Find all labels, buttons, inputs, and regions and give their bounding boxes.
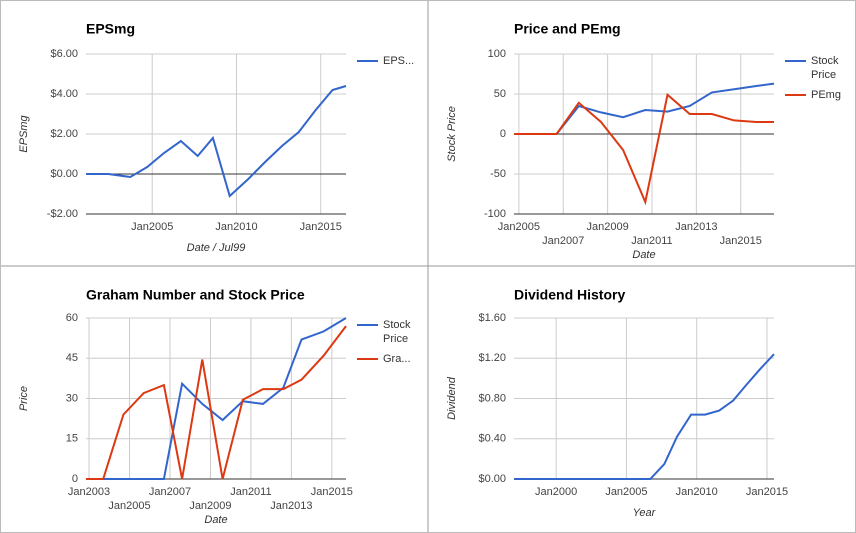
- y-tick-label: -$2.00: [47, 208, 78, 220]
- series-line: [514, 353, 775, 480]
- legend-item: Gra...: [383, 353, 411, 365]
- x-tick-label: Jan2011: [230, 486, 271, 498]
- x-tick-label: Jan2005: [108, 500, 150, 512]
- x-tick-label: Jan2007: [542, 235, 584, 247]
- y-tick-label: $0.00: [50, 168, 78, 180]
- x-tick-label: Jan2003: [68, 486, 110, 498]
- legend-label: Stock Price: [811, 55, 839, 81]
- x-tick-label: Jan2015: [311, 486, 353, 498]
- legend-label: Gra...: [383, 353, 411, 365]
- x-tick-label: Jan2005: [131, 221, 173, 233]
- y-tick-label: 15: [66, 433, 78, 445]
- y-tick-label: $1.60: [478, 312, 506, 324]
- y-axis-title: Stock Price: [446, 106, 458, 162]
- y-tick-label: -100: [484, 208, 506, 220]
- series-line: [86, 317, 347, 480]
- x-tick-label: Jan2007: [149, 486, 191, 498]
- legend-item: Stock Price: [811, 55, 839, 81]
- y-axis-title: Dividend: [446, 376, 458, 420]
- x-tick-label: Jan2010: [676, 486, 718, 498]
- legend-item: Stock Price: [383, 319, 411, 345]
- y-tick-label: $6.00: [50, 48, 78, 60]
- y-tick-label: $0.00: [478, 473, 506, 485]
- y-tick-label: 50: [494, 88, 506, 100]
- x-tick-label: Jan2000: [535, 486, 577, 498]
- y-tick-label: $0.40: [478, 433, 506, 445]
- chart-title: Price and PEmg: [514, 21, 621, 37]
- y-tick-label: 100: [488, 48, 506, 60]
- y-axis-title: Price: [18, 386, 30, 411]
- x-tick-label: Jan2009: [587, 221, 629, 233]
- x-tick-label: Jan2015: [300, 221, 342, 233]
- x-tick-label: Jan2009: [189, 500, 231, 512]
- y-axis-title: EPSmg: [18, 114, 30, 152]
- series-line: [86, 85, 347, 198]
- legend-item: PEmg: [811, 89, 841, 101]
- x-tick-label: Jan2015: [720, 235, 762, 247]
- x-tick-label: Jan2015: [746, 486, 788, 498]
- y-tick-label: $4.00: [50, 88, 78, 100]
- legend-item: EPS...: [383, 55, 415, 67]
- y-tick-label: 0: [72, 473, 78, 485]
- chart-panel: Dividend History $0.00 $0.40 $0.80 $1.20 $1.6…: [446, 287, 788, 519]
- x-tick-label: Jan2010: [215, 221, 257, 233]
- x-tick-label: Jan2005: [498, 221, 540, 233]
- x-tick-label: Jan2005: [605, 486, 647, 498]
- y-tick-label: -50: [490, 168, 506, 180]
- chart-title: Graham Number and Stock Price: [86, 287, 305, 303]
- legend-label: Stock Price: [383, 319, 411, 345]
- y-tick-label: $1.20: [478, 352, 506, 364]
- x-tick-label: Jan2013: [270, 500, 312, 512]
- series-line: [514, 92, 774, 206]
- y-tick-label: 30: [66, 392, 78, 404]
- y-tick-label: $0.80: [478, 392, 506, 404]
- y-tick-label: $2.00: [50, 128, 78, 140]
- legend-label: EPS...: [383, 55, 415, 67]
- chart-title: EPSmg: [86, 21, 135, 37]
- y-tick-label: 45: [66, 352, 78, 364]
- y-tick-label: 0: [500, 128, 506, 140]
- legend-label: PEmg: [811, 89, 841, 101]
- x-tick-label: Jan2011: [631, 235, 672, 247]
- x-axis-title: Date / Jul99: [187, 242, 246, 254]
- chart-panel: Price and PEmg-100-50050100Jan2005Jan200…: [446, 21, 841, 261]
- x-axis-title: Date: [204, 514, 227, 526]
- x-axis-title: Date: [632, 249, 655, 261]
- y-tick-label: 60: [66, 312, 78, 324]
- chart-panel: EPSmg -$2.00 $0.00 $2.00 $4.00 $6.00 Jan2005 Ja…: [18, 21, 415, 254]
- x-axis-title: Year: [633, 507, 657, 519]
- chart-title: Dividend History: [514, 287, 625, 303]
- chart-panel: Graham Number and Stock Price 0 15 30 45 60 Ja…: [18, 287, 411, 526]
- series-line: [86, 325, 347, 480]
- x-tick-label: Jan2013: [675, 221, 717, 233]
